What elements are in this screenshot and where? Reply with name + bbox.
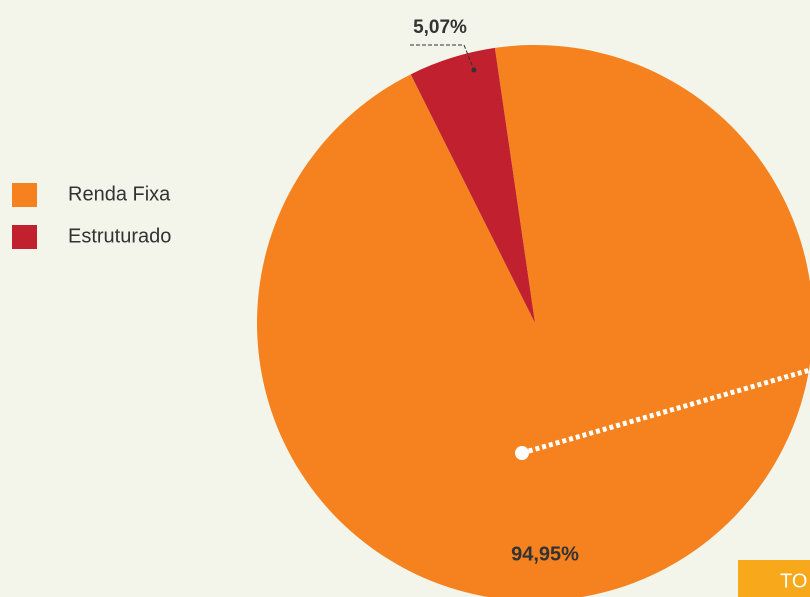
legend-label: Renda Fixa xyxy=(68,183,171,205)
pointer-line xyxy=(521,367,810,456)
button-label[interactable]: TO xyxy=(780,570,807,592)
pointer-dot xyxy=(515,446,529,460)
legend-swatch xyxy=(12,183,37,207)
pie xyxy=(257,45,810,597)
data-label: 94,95% xyxy=(511,543,579,565)
pie-slice xyxy=(257,45,810,597)
leader-dot xyxy=(471,67,477,73)
data-label: 5,07% xyxy=(413,17,467,38)
legend-label: Estruturado xyxy=(68,225,171,247)
leader-line xyxy=(410,44,475,71)
legend-swatch xyxy=(12,225,37,249)
pie-slice xyxy=(410,47,535,323)
button[interactable] xyxy=(738,560,810,597)
